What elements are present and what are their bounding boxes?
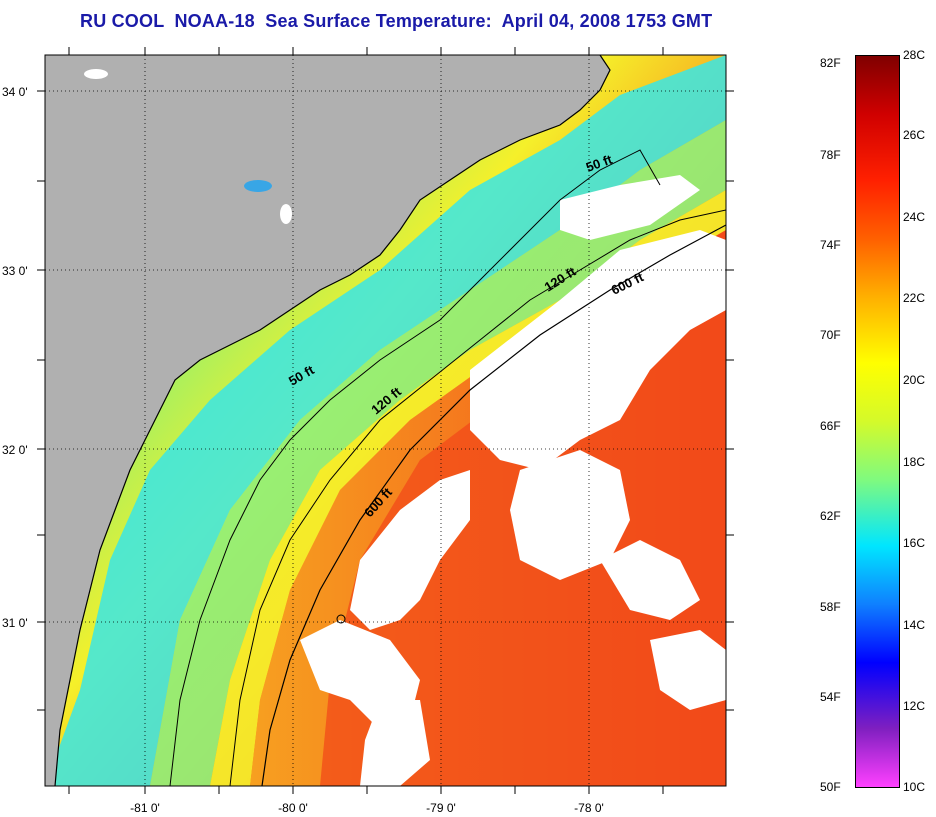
colorbar-c-label: 12C xyxy=(903,699,926,713)
colorbar-f-label: 82F xyxy=(820,56,841,70)
map-title: RU COOL NOAA-18 Sea Surface Temperature:… xyxy=(80,11,713,31)
coastline xyxy=(54,55,611,786)
colorbar-f-label: 58F xyxy=(820,600,841,614)
colorbar-f-label: 78F xyxy=(820,148,841,162)
isobath-120ft xyxy=(229,209,726,786)
cold-coastal-water xyxy=(45,55,726,786)
colorbar-c-label: 24C xyxy=(903,210,926,224)
x-tick-label: -81 0' xyxy=(130,801,160,815)
colorbar-f-label: 50F xyxy=(820,780,841,794)
graticule xyxy=(45,55,726,786)
colorbar-f-label: 66F xyxy=(820,419,841,433)
y-tick-label: 32 0' xyxy=(2,443,28,457)
colorbar-c-label: 22C xyxy=(903,291,926,305)
colorbar-c-label: 18C xyxy=(903,455,926,469)
y-tick-label: 34 0' xyxy=(2,85,28,99)
colorbar-c-label: 28C xyxy=(903,48,926,62)
colorbar-c-label: 14C xyxy=(903,618,926,632)
isobath-600ft xyxy=(261,224,726,786)
x-tick-label: -79 0' xyxy=(426,801,456,815)
colorbar-f-label: 62F xyxy=(820,509,841,523)
temperature-colorbar xyxy=(855,55,900,788)
colorbar-c-label: 16C xyxy=(903,536,926,550)
colorbar-f-label: 70F xyxy=(820,328,841,342)
land-mass xyxy=(45,55,610,786)
station-marker xyxy=(336,614,346,624)
x-tick-label: -78 0' xyxy=(574,801,604,815)
y-tick-label: 31 0' xyxy=(2,616,28,630)
cloud-mask xyxy=(300,175,726,786)
colorbar-f-label: 54F xyxy=(820,690,841,704)
inland-water xyxy=(84,69,292,224)
map-frame xyxy=(44,54,727,787)
y-tick-label: 33 0' xyxy=(2,264,28,278)
colorbar-c-label: 20C xyxy=(903,373,926,387)
isobath-50ft xyxy=(169,149,661,786)
colorbar-c-label: 10C xyxy=(903,780,926,794)
colorbar-f-label: 74F xyxy=(820,238,841,252)
x-tick-label: -80 0' xyxy=(278,801,308,815)
tick-marks xyxy=(37,47,734,794)
colorbar-c-label: 26C xyxy=(903,128,926,142)
